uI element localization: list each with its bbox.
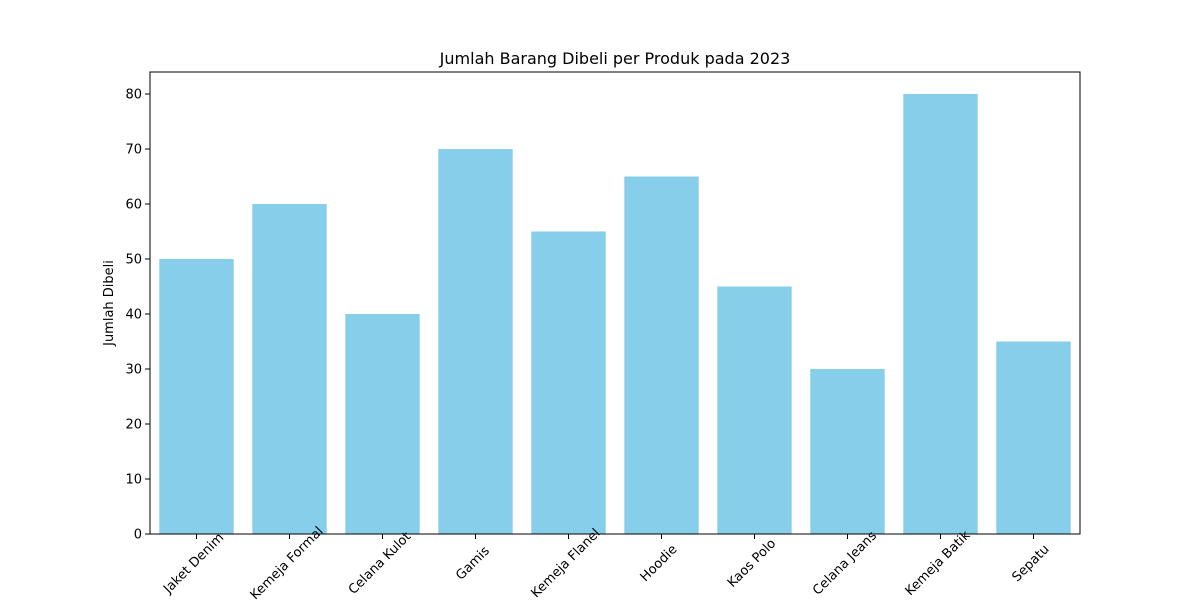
y-tick-label: 80 <box>125 88 142 103</box>
y-tick-label: 30 <box>125 363 142 378</box>
x-tick-label: Jaket Denim <box>160 530 227 597</box>
x-tick-label: Kemeja Batik <box>903 528 974 599</box>
y-axis-title: Jumlah Dibeli <box>102 260 117 347</box>
x-tick-label: Kaos Polo <box>725 536 779 590</box>
y-tick-label: 50 <box>125 253 142 268</box>
y-axis: 0 10 20 30 40 50 60 70 80 <box>125 88 150 543</box>
x-tick-label: Kemeja Formal <box>248 524 327 600</box>
y-tick-label: 0 <box>134 528 142 543</box>
bar-6 <box>717 286 792 534</box>
bar-7 <box>810 369 885 534</box>
y-tick-label: 10 <box>125 473 142 488</box>
x-tick-label: Celana Jeans <box>810 528 880 598</box>
y-tick-label: 40 <box>125 308 142 323</box>
bar-5 <box>624 176 699 534</box>
bar-3 <box>438 149 513 534</box>
bar-4 <box>531 231 606 534</box>
chart-title: Jumlah Barang Dibeli per Produk pada 202… <box>439 49 791 68</box>
y-tick-label: 70 <box>125 143 142 158</box>
y-tick-label: 20 <box>125 418 142 433</box>
x-tick-label: Celana Kulot <box>346 529 414 597</box>
bar-9 <box>996 341 1071 534</box>
bar-8 <box>903 94 978 534</box>
x-tick-label: Gamis <box>453 544 493 584</box>
bar-1 <box>252 204 327 534</box>
bars-layer <box>159 94 1071 534</box>
x-axis: Jaket Denim Kemeja Formal Celana Kulot Gami… <box>160 524 1053 603</box>
x-tick-label: Sepatu <box>1010 542 1053 585</box>
y-tick-label: 60 <box>125 198 142 213</box>
bar-2 <box>345 314 420 534</box>
plot-frame <box>149 71 1081 535</box>
bar-0 <box>159 259 234 534</box>
x-tick-label: Hoodie <box>638 542 681 585</box>
x-tick-label: Kemeja Flanel <box>528 526 603 600</box>
